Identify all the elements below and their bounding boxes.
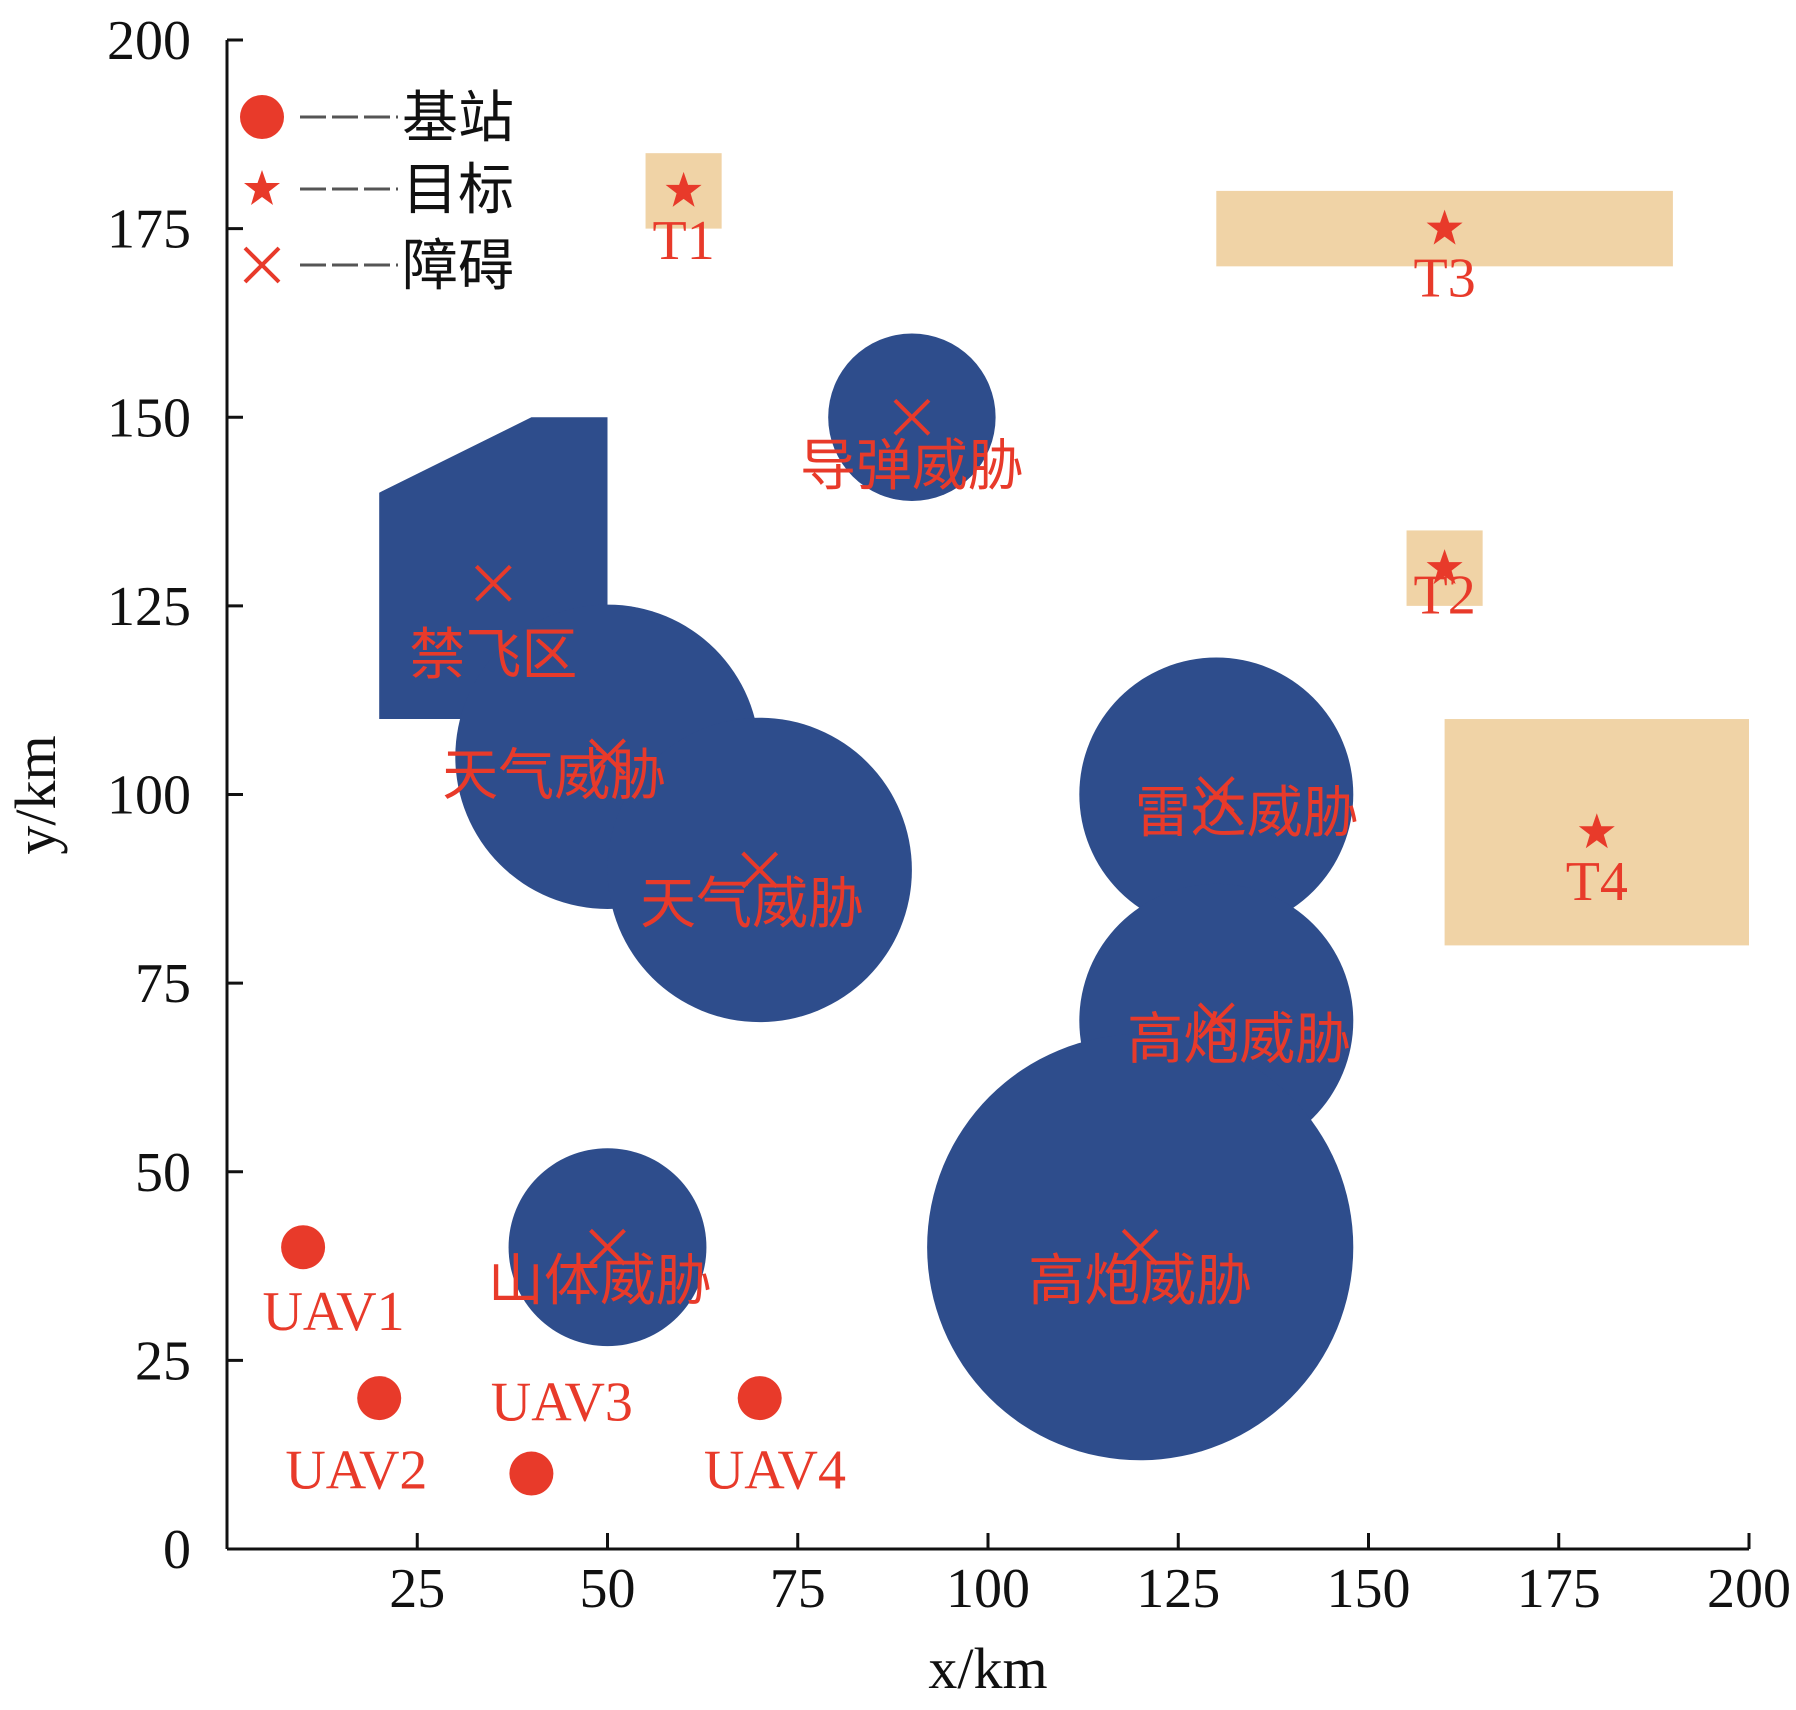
threat-label: 天气威胁 — [442, 746, 666, 808]
y-tick-label: 125 — [107, 576, 191, 638]
threat-label: 山体威胁 — [488, 1251, 712, 1313]
base-station-marker — [281, 1225, 326, 1270]
x-tick-label: 175 — [1517, 1558, 1601, 1620]
base-station-marker — [737, 1376, 782, 1421]
x-tick-label: 50 — [580, 1558, 636, 1620]
cross-stroke — [893, 398, 931, 436]
threat-center-x-icon — [1197, 776, 1235, 813]
threat-center-x-icon — [741, 851, 779, 889]
x-axis-title: x/km — [928, 1636, 1047, 1701]
y-axis-title: y/km — [3, 735, 68, 854]
target-zones — [645, 153, 1749, 946]
threat-center-x-icon — [589, 738, 626, 776]
target-label: T1 — [652, 210, 714, 272]
threat-label: 导弹威胁 — [800, 436, 1024, 498]
x-tick-label: 75 — [770, 1558, 826, 1620]
threat-label: 天气威胁 — [640, 874, 864, 936]
y-tick-label: 75 — [135, 953, 191, 1015]
legend-label: 障碍 — [402, 236, 514, 298]
y-tick-label: 25 — [135, 1330, 191, 1392]
target-label: T4 — [1566, 851, 1628, 913]
x-tick-label: 25 — [389, 1558, 445, 1620]
x-tick-label: 150 — [1327, 1558, 1411, 1620]
threat-label: 高炮威胁 — [1028, 1251, 1252, 1313]
threat-center-x-icon — [893, 398, 931, 436]
zone-labels: 禁飞区导弹威胁天气威胁天气威胁雷达威胁高炮威胁高炮威胁山体威胁T1T2T3T4U… — [262, 210, 1627, 1502]
base-station-label: UAV3 — [491, 1372, 633, 1434]
base-station-label: UAV2 — [285, 1440, 427, 1502]
cross-stroke — [589, 1228, 626, 1266]
x-tick-label: 100 — [946, 1558, 1030, 1620]
threat-label: 禁飞区 — [409, 625, 577, 687]
cross-stroke — [1197, 776, 1235, 813]
y-tick-label: 50 — [135, 1142, 191, 1204]
x-tick-label: 125 — [1136, 1558, 1220, 1620]
threat-label: 雷达威胁 — [1135, 783, 1359, 845]
base-station-marker — [509, 1451, 554, 1496]
markers — [281, 171, 1615, 1496]
cross-stroke — [1121, 1228, 1159, 1266]
threat-center-x-icon — [589, 1228, 626, 1266]
y-tick-label: 175 — [107, 199, 191, 261]
y-tick-label: 100 — [107, 765, 191, 827]
axes: 25 50 75 100 125 150 175 200 0 25 50 75 100 125 150 175… — [3, 10, 1791, 1701]
cross-stroke — [474, 564, 512, 602]
base-station-marker — [357, 1376, 402, 1421]
legend-circle-icon — [240, 95, 284, 139]
base-station-label: UAV4 — [704, 1440, 846, 1502]
base-station-label: UAV1 — [262, 1281, 404, 1343]
y-tick-label: 200 — [107, 10, 191, 72]
threat-center-x-icon — [1121, 1228, 1159, 1266]
cross-stroke — [243, 246, 281, 284]
threat-center-x-icon — [1197, 1002, 1235, 1040]
target-label: T2 — [1413, 564, 1475, 626]
legend-label: 目标 — [402, 160, 514, 222]
legend-star-icon — [244, 170, 280, 205]
cross-stroke — [589, 738, 626, 776]
cross-stroke — [1197, 1002, 1235, 1040]
legend-label: 基站 — [402, 88, 514, 150]
threat-label: 高炮威胁 — [1127, 1010, 1351, 1072]
cross-stroke — [741, 851, 779, 889]
threat-center-x-icon — [474, 564, 512, 602]
y-tick-label: 0 — [163, 1519, 191, 1581]
x-tick-label: 200 — [1707, 1558, 1791, 1620]
y-tick-label: 150 — [107, 387, 191, 449]
target-label: T3 — [1413, 248, 1475, 310]
legend-x-icon — [243, 246, 281, 284]
